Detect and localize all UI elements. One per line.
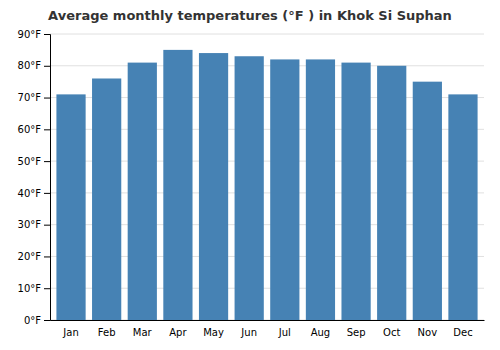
tick: Jan bbox=[62, 327, 78, 338]
tick-label: 60°F bbox=[18, 124, 42, 135]
tick-label: 20°F bbox=[18, 251, 42, 262]
tick-mark bbox=[44, 129, 50, 130]
bar bbox=[377, 66, 406, 320]
tick-label: Dec bbox=[453, 327, 472, 338]
bar bbox=[56, 94, 85, 320]
bar bbox=[163, 50, 192, 320]
bar bbox=[199, 53, 228, 320]
tick-mark bbox=[44, 225, 50, 226]
title: Average monthly temperatures (°F ) in Kh… bbox=[48, 8, 452, 23]
axis-line bbox=[44, 35, 51, 321]
tick: Apr bbox=[169, 327, 187, 338]
tick-label: Aug bbox=[311, 327, 331, 338]
tick: 50°F bbox=[18, 156, 50, 167]
tick-label: 30°F bbox=[18, 219, 42, 230]
y-axis: 0°F 10°F 20°F 30°F 40°F 50°F 60°F 70°F 80°F 90°F bbox=[18, 29, 51, 326]
tick: Dec bbox=[453, 327, 472, 338]
tick-mark bbox=[44, 98, 50, 99]
tick: Jul bbox=[278, 327, 291, 338]
tick-label: 90°F bbox=[18, 29, 42, 40]
bar bbox=[448, 94, 477, 320]
tick: 30°F bbox=[18, 219, 50, 230]
bar bbox=[270, 59, 299, 320]
bar bbox=[413, 82, 442, 320]
tick: 70°F bbox=[18, 92, 50, 103]
tick-label: Nov bbox=[418, 327, 438, 338]
bar bbox=[128, 63, 157, 320]
tick: Nov bbox=[418, 327, 438, 338]
tick-label: 0°F bbox=[24, 315, 41, 326]
tick: 20°F bbox=[18, 251, 50, 262]
tick-mark bbox=[44, 161, 50, 162]
tick-label: Apr bbox=[169, 327, 187, 338]
grid bbox=[50, 34, 484, 320]
tick-label: 70°F bbox=[18, 92, 42, 103]
tick: 90°F bbox=[18, 29, 50, 40]
tick: 10°F bbox=[18, 283, 50, 294]
tick-label: Jan bbox=[62, 327, 78, 338]
tick-mark bbox=[44, 320, 50, 321]
bar bbox=[92, 78, 121, 320]
bar bbox=[235, 56, 264, 320]
tick: 80°F bbox=[18, 60, 50, 71]
tick: May bbox=[203, 327, 224, 338]
tick-label: Feb bbox=[98, 327, 116, 338]
tick-label: May bbox=[203, 327, 224, 338]
bar bbox=[306, 59, 335, 320]
x-axis: Jan Feb Mar Apr May Jun Jul Aug Sep Oct Nov Dec bbox=[51, 321, 485, 339]
tick-mark bbox=[44, 193, 50, 194]
tick-label: Mar bbox=[133, 327, 153, 338]
tick: 0°F bbox=[24, 315, 50, 326]
grid-line bbox=[50, 34, 484, 35]
tick-mark bbox=[44, 256, 50, 257]
chart: 0°F 10°F 20°F 30°F 40°F 50°F 60°F 70°F 80°F 90°F J… bbox=[0, 0, 500, 350]
tick-mark bbox=[44, 66, 50, 67]
tick: 40°F bbox=[18, 188, 50, 199]
tick-label: Sep bbox=[347, 327, 366, 338]
tick: Jun bbox=[240, 327, 257, 338]
tick-label: 80°F bbox=[18, 60, 42, 71]
tick-label: Oct bbox=[383, 327, 400, 338]
tick-label: 40°F bbox=[18, 188, 42, 199]
tick: Aug bbox=[311, 327, 331, 338]
tick-label: 50°F bbox=[18, 156, 42, 167]
tick-label: 10°F bbox=[18, 283, 42, 294]
tick: Sep bbox=[347, 327, 366, 338]
tick-mark bbox=[44, 288, 50, 289]
bars bbox=[56, 50, 477, 320]
tick: Mar bbox=[133, 327, 153, 338]
tick: 60°F bbox=[18, 124, 50, 135]
axis-line bbox=[51, 320, 485, 321]
tick: Feb bbox=[98, 327, 116, 338]
tick: Oct bbox=[383, 327, 400, 338]
tick-label: Jul bbox=[278, 327, 291, 338]
tick-label: Jun bbox=[240, 327, 257, 338]
bar bbox=[341, 63, 370, 320]
grid-line bbox=[50, 65, 484, 66]
tick-mark bbox=[44, 34, 50, 35]
plot: 0°F 10°F 20°F 30°F 40°F 50°F 60°F 70°F 80°F 90°F J… bbox=[18, 29, 485, 338]
